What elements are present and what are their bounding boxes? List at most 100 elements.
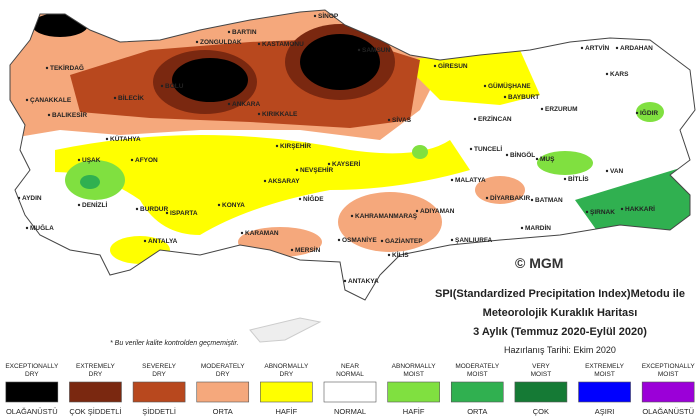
city-dot	[387, 118, 391, 122]
city-dot	[227, 102, 231, 106]
city-dot	[143, 239, 147, 243]
city-dot	[485, 196, 489, 200]
city-label: VAN	[610, 168, 624, 175]
legend-label-tr: HAFİF	[403, 407, 425, 416]
city-label: ARTVİN	[585, 44, 610, 52]
city-dot	[605, 72, 609, 76]
city-label: SAMSUN	[362, 47, 390, 54]
legend-label: MOIST	[403, 371, 424, 378]
city-label: KAHRAMANMARAŞ	[355, 213, 418, 220]
city-label: SİNOP	[318, 12, 339, 20]
city-label: AYDIN	[22, 195, 42, 202]
legend-label: DRY	[25, 371, 39, 378]
city-label: KARAMAN	[245, 230, 279, 237]
legend-swatch	[260, 381, 313, 403]
city-dot	[295, 168, 299, 172]
legend-label-tr: OLAĞANÜSTÜ	[6, 407, 58, 416]
title-line: 3 Aylık (Temmuz 2020-Eylül 2020)	[473, 326, 647, 338]
city-label: HAKKARİ	[625, 205, 655, 213]
city-label: ERZURUM	[545, 106, 578, 113]
legend-label: EXTREMELY	[585, 363, 625, 370]
city-label: KAYSERİ	[332, 160, 360, 168]
legend-label: ABNORMALLY	[392, 363, 437, 370]
city-label: ZONGULDAK	[200, 39, 242, 46]
city-label: DİYARBAKIR	[490, 194, 531, 202]
city-dot	[17, 196, 21, 200]
city-dot	[113, 96, 117, 100]
city-dot	[535, 157, 539, 161]
city-dot	[165, 211, 169, 215]
cyprus	[249, 317, 322, 343]
legend-label: MOIST	[658, 371, 679, 378]
legend-label: MOIST	[531, 371, 552, 378]
legend-swatch	[5, 381, 59, 403]
city-dot	[130, 158, 134, 162]
city-dot	[605, 169, 609, 173]
city-label: BALIKESİR	[52, 111, 87, 119]
city-dot	[257, 112, 261, 116]
legend-swatch	[196, 381, 250, 403]
legend-label-tr: ÇOK ŞİDDETLİ	[69, 407, 121, 416]
city-dot	[387, 253, 391, 257]
city-dot	[615, 46, 619, 50]
city-dot	[450, 178, 454, 182]
city-dot	[380, 239, 384, 243]
legend-swatch	[323, 381, 377, 403]
city-dot	[25, 226, 29, 230]
city-label: ŞIRNAK	[590, 209, 615, 216]
city-dot	[450, 238, 454, 242]
city-dot	[357, 48, 361, 52]
legend-swatch	[387, 381, 440, 403]
legend-label: EXTREMELY	[76, 363, 116, 370]
city-dot	[505, 153, 509, 157]
legend-label-tr: AŞIRI	[595, 407, 615, 416]
footnote: * Bu veriler kalite kontrolden geçmemişt…	[110, 340, 239, 347]
city-label: MERSİN	[295, 246, 321, 254]
city-dot	[620, 207, 624, 211]
city-label: KASTAMONU	[262, 41, 304, 48]
city-dot	[47, 113, 51, 117]
city-label: BİLECİK	[118, 94, 144, 102]
legend-label: EXCEPTIONALLY	[642, 363, 696, 370]
legend-label-tr: HAFİF	[276, 407, 298, 416]
legend-label: EXCEPTIONALLY	[5, 363, 59, 370]
city-label: ŞANLIURFA	[455, 237, 493, 244]
legend-swatch	[132, 381, 186, 403]
city-label: KÜTAHYA	[110, 134, 141, 143]
city-label: BARTIN	[232, 29, 257, 36]
legend-label: DRY	[89, 371, 103, 378]
city-label: BİNGÖL	[510, 150, 535, 159]
legend-swatch	[69, 381, 122, 403]
city-dot	[433, 64, 437, 68]
city-dot	[415, 209, 419, 213]
city-dot	[473, 117, 477, 121]
legend-swatch	[450, 381, 504, 403]
city-dot	[483, 84, 487, 88]
city-dot	[520, 226, 524, 230]
city-dot	[298, 197, 302, 201]
legend-label: MODERATELY	[201, 363, 245, 370]
city-dot	[275, 144, 279, 148]
city-dot	[25, 98, 29, 102]
city-label: ANTAKYA	[348, 278, 379, 285]
legend-swatch	[578, 381, 631, 403]
legend-label: MODERATELY	[455, 363, 499, 370]
prepared-date: Hazırlanış Tarihi: Ekim 2020	[504, 345, 616, 355]
city-dot	[503, 95, 507, 99]
city-dot	[530, 198, 534, 202]
city-dot	[77, 203, 81, 207]
legend-label-tr: ŞİDDETLİ	[142, 407, 176, 416]
legend-swatch	[641, 381, 695, 403]
city-dot	[290, 248, 294, 252]
city-label: ADIYAMAN	[420, 208, 455, 215]
city-label: MUĞLA	[30, 223, 54, 232]
city-dot	[350, 214, 354, 218]
city-label: KIRIKKALE	[262, 111, 298, 118]
city-label: TUNCELİ	[474, 145, 502, 153]
city-label: DENİZLİ	[82, 201, 107, 209]
city-label: BİTLİS	[568, 175, 589, 183]
map-regions	[10, 10, 695, 280]
city-dot	[160, 84, 164, 88]
city-label: AKSARAY	[268, 178, 300, 185]
